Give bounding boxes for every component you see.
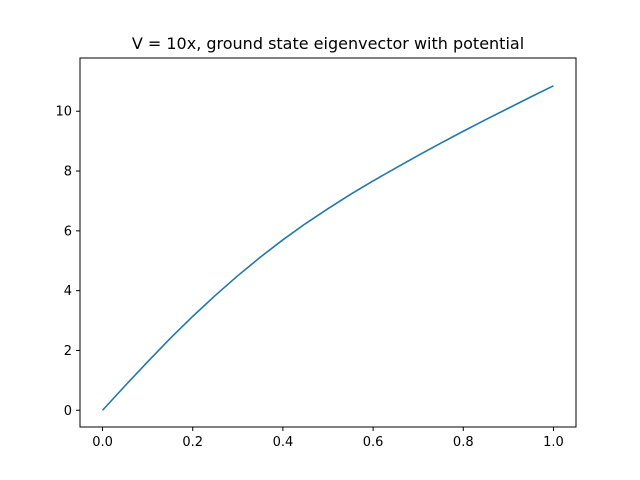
x-tick-label-5: 1.0 <box>543 435 564 450</box>
x-tick-label-1: 0.2 <box>182 435 203 450</box>
plot-area <box>101 85 554 411</box>
x-axis: 0.0 0.2 0.4 0.6 0.8 1.0 <box>92 427 564 450</box>
y-tick-label-2: 4 <box>64 284 72 299</box>
y-tick-label-0: 0 <box>64 404 72 419</box>
y-tick-label-5: 10 <box>55 105 72 120</box>
x-tick-label-4: 0.8 <box>453 435 474 450</box>
y-tick-label-1: 2 <box>64 344 72 359</box>
axes-frame <box>79 57 577 428</box>
x-tick-label-0: 0.0 <box>92 435 113 450</box>
y-tick-label-4: 8 <box>64 165 72 180</box>
y-axis: 0 2 4 6 8 10 <box>55 105 80 419</box>
series-line-0 <box>101 85 554 411</box>
x-tick-label-3: 0.6 <box>363 435 384 450</box>
y-tick-label-3: 6 <box>64 224 72 239</box>
x-tick-label-2: 0.4 <box>273 435 294 450</box>
chart-title: V = 10x, ground state eigenvector with p… <box>132 34 524 53</box>
